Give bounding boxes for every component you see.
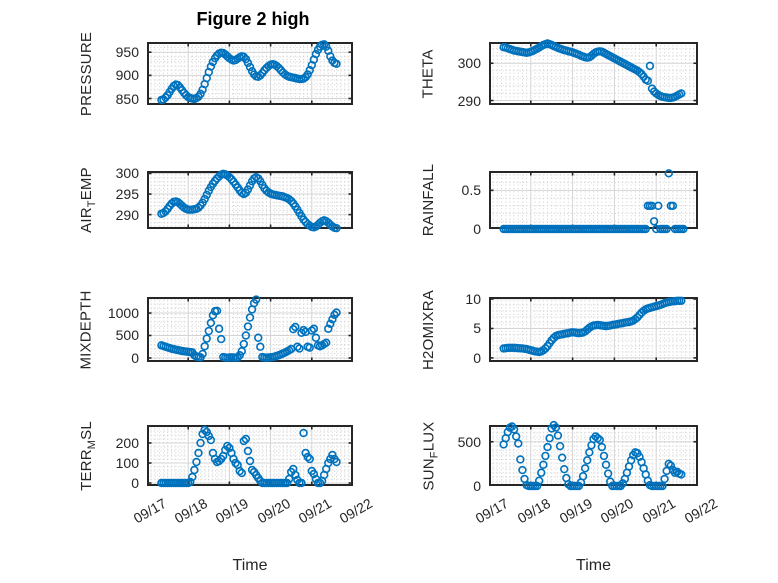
subplot-rainfall: RAINFALL 0 0.5: [420, 164, 698, 237]
xlabel-time-right: Time: [576, 557, 611, 574]
plot-area-h2omixra: [489, 296, 698, 362]
plot-area-mixdepth: [147, 295, 353, 362]
y-tick-label: 0: [131, 475, 139, 491]
y-tick-label: 290: [457, 92, 481, 109]
plot-area-air-temp: [147, 169, 353, 233]
y-tick-label: 0: [131, 349, 139, 366]
y-tick-label: 290: [115, 206, 139, 223]
y-tick-label: 300: [115, 165, 139, 182]
plot-area-pressure: [147, 40, 353, 105]
figure-title: Figure 2 high: [196, 9, 310, 29]
y-tick-label: 0.5: [461, 182, 481, 199]
subplot-h2omixra: H2OMIXRA 0 5 10: [420, 290, 698, 369]
subplot-mixdepth: MIXDEPTH 0 500 1000: [78, 290, 353, 369]
plot-area-theta: [489, 39, 698, 105]
xlabel-time-left: Time: [232, 557, 268, 574]
subplot-air-temp: AIRTEMP 290 295 300: [78, 165, 353, 233]
y-tick-label: 500: [457, 433, 481, 450]
subplot-terr-msl: TERRMSL 0 100 200 09/17 09/18 09/19 09/20 09/21…: [78, 421, 375, 527]
y-tick-label: 0: [473, 478, 481, 494]
y-tick-label: 900: [115, 67, 139, 84]
subplot-sun-flux: SUNFLUX 0 500 09/17 09/18 09/19 09/20 09/21 09/…: [420, 420, 720, 526]
y-tick-label: 295: [115, 186, 139, 203]
y-tick-label: 0: [473, 349, 481, 366]
y-tick-label: 1000: [107, 305, 139, 322]
y-tick-label: 200: [115, 435, 139, 451]
y-tick-label: 950: [115, 44, 139, 61]
ylabel-subscript: F: [428, 450, 441, 458]
y-tick-label: 0: [473, 221, 481, 237]
subplot-theta: THETA 290 300: [420, 39, 698, 109]
y-tick-label: 10: [465, 291, 481, 308]
y-tick-label: 850: [115, 90, 139, 107]
y-tick-label: 100: [115, 455, 139, 471]
y-tick-label: 500: [115, 327, 139, 344]
plot-area-sun-flux: [489, 420, 698, 491]
subplot-pressure: PRESSURE 850 900 950: [78, 31, 353, 116]
plot-area-rainfall: [489, 169, 698, 234]
plot-area-terr-msl: [147, 425, 353, 488]
y-tick-label: 300: [457, 55, 481, 72]
y-tick-label: 5: [473, 320, 481, 337]
